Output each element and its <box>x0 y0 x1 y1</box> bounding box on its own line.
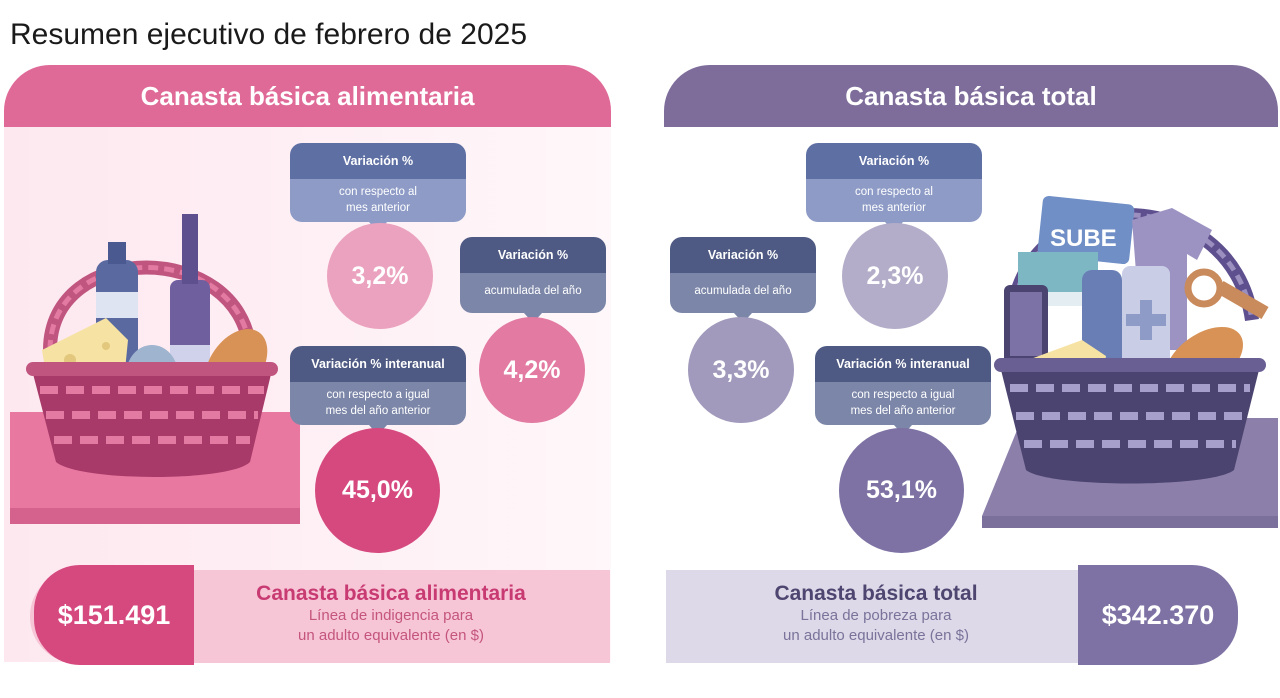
bubble-desc-line: mes del año anterior <box>850 405 956 417</box>
bottom-sub-line: un adulto equivalente (en $) <box>298 627 484 644</box>
bubble-desc-line: con respecto al <box>855 186 933 198</box>
page-title: Resumen ejecutivo de febrero de 2025 <box>10 18 528 51</box>
bubble-desc-line: mes anterior <box>346 202 410 214</box>
bubble-label: Variación % interanual <box>290 346 466 382</box>
sube-card-text: SUBE <box>1050 225 1117 252</box>
bubble-label: Variación % <box>806 143 982 179</box>
bubble-desc-line: con respecto al <box>339 186 417 198</box>
bottom-title: Canasta básica alimentaria <box>256 582 526 605</box>
bubble-variacion-mensual-total: Variación % con respecto al mes anterior <box>806 143 982 232</box>
bubble-desc-line: con respecto a igual <box>851 389 955 401</box>
bottom-sub-line: Línea de indigencia para <box>308 607 474 624</box>
bubble-variacion-interanual-alimentaria: Variación % interanual con respecto a ig… <box>290 346 466 435</box>
bubble-label: Variación % <box>290 143 466 179</box>
bubble-desc-line: acumulada del año <box>484 285 582 297</box>
bottom-sub-line: un adulto equivalente (en $) <box>783 627 969 644</box>
bubble-desc-line: mes del año anterior <box>325 405 431 417</box>
bubble-desc-line: mes anterior <box>862 202 926 214</box>
circle-variacion-interanual-total: 53,1% <box>839 428 964 553</box>
bottom-label-total: Canasta básica total Línea de pobreza pa… <box>690 582 1062 646</box>
bubble-label: Variación % <box>670 237 816 273</box>
bottom-sub-line: Línea de pobreza para <box>800 607 952 624</box>
bubble-variacion-mensual-alimentaria: Variación % con respecto al mes anterior <box>290 143 466 232</box>
bubble-desc-line: acumulada del año <box>694 285 792 297</box>
bottom-title: Canasta básica total <box>774 582 978 605</box>
bubble-variacion-interanual-total: Variación % interanual con respecto a ig… <box>815 346 991 435</box>
bubble-label: Variación % interanual <box>815 346 991 382</box>
bottom-label-alimentaria: Canasta básica alimentaria Línea de indi… <box>205 582 577 646</box>
circle-variacion-interanual-alimentaria: 45,0% <box>315 428 440 553</box>
circle-variacion-acumulada-alimentaria: 4,2% <box>479 317 585 423</box>
price-total: $342.370 <box>1078 565 1238 665</box>
circle-variacion-mensual-total: 2,3% <box>842 223 948 329</box>
panel-header-total: Canasta básica total <box>664 65 1278 127</box>
bubble-desc-line: con respecto a igual <box>326 389 430 401</box>
bubble-label: Variación % <box>460 237 606 273</box>
price-alimentaria: $151.491 <box>34 565 194 665</box>
full-basket-illustration: SUBE <box>982 195 1278 528</box>
bubble-variacion-acumulada-alimentaria: Variación % acumulada del año <box>460 237 606 323</box>
bubble-variacion-acumulada-total: Variación % acumulada del año <box>670 237 816 323</box>
circle-variacion-mensual-alimentaria: 3,2% <box>327 223 433 329</box>
circle-variacion-acumulada-total: 3,3% <box>688 317 794 423</box>
panel-header-alimentaria: Canasta básica alimentaria <box>4 65 611 127</box>
food-basket-illustration <box>10 214 300 524</box>
